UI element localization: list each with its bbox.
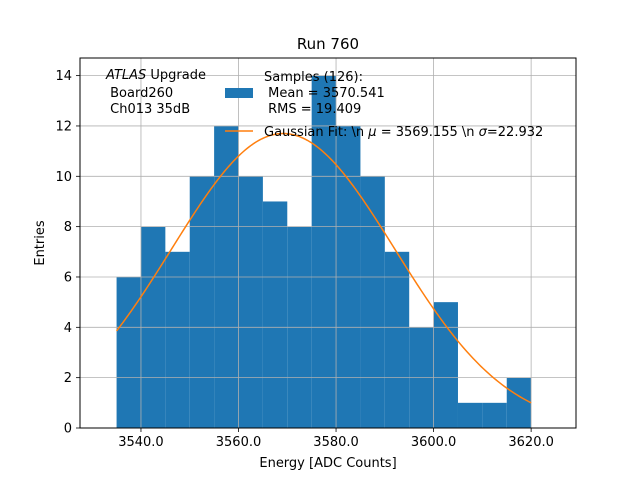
y-tick-label: 14 [55,69,72,84]
y-tick-label: 6 [64,270,72,285]
histogram-bar [165,251,190,428]
x-tick-label: 3560.0 [216,435,262,450]
y-tick-label: 0 [64,422,72,437]
histogram-bar [506,377,532,428]
atlas-label-line3: Ch013 35dB [106,102,190,117]
x-tick-label: 3580.0 [313,435,359,450]
x-tick-label: 3600.0 [411,435,457,450]
gaussian-fit-curve [115,132,532,404]
legend-fit-label: Gaussian Fit: \n μ = 3569.155 \n σ=22.93… [264,125,543,140]
legend: Samples (126): Mean = 3570.541 RMS = 19.… [225,70,543,140]
histogram-bar [457,402,483,428]
y-tick-label: 8 [64,220,72,235]
y-tick-label: 12 [55,119,72,134]
histogram-bar [116,276,141,428]
atlas-upgrade: Upgrade [146,68,206,83]
atlas-label-line2: Board260 [106,86,173,101]
chart-title: Run 760 [297,35,359,53]
x-tick-label: 3620.0 [508,435,554,450]
x-axis-label: Energy [ADC Counts] [259,456,396,471]
y-tick-label: 2 [64,371,72,386]
legend-fit-middle: = 3569.155 \n [377,125,479,140]
histogram-bar [238,176,263,428]
legend-histogram-line2: Mean = 3570.541 [264,86,385,101]
atlas-italic: ATLAS [105,68,146,83]
y-axis-ticks: 0 2 4 6 8 10 12 14 [55,69,80,437]
histogram-bars [80,58,576,429]
x-axis-ticks: 3540.0 3560.0 3580.0 3600.0 3620.0 [118,428,554,450]
y-axis-label: Entries [33,220,48,266]
plot-frame [79,57,577,429]
legend-fit-sigma: σ [479,125,488,140]
atlas-annotation: ATLAS Upgrade Board260 Ch013 35dB [105,68,206,117]
y-tick-label: 4 [64,321,72,336]
atlas-label-line1: ATLAS Upgrade [105,68,206,83]
y-tick-label: 10 [55,170,72,185]
legend-histogram-line3: RMS = 19.409 [264,102,361,117]
histogram-bar [433,302,458,428]
histogram-bar [360,176,385,428]
legend-histogram-swatch [225,88,253,98]
histogram-bar [189,176,215,428]
histogram-bar [384,251,410,428]
histogram-bar [262,201,288,428]
histogram-bar [311,75,337,428]
x-tick-label: 3540.0 [118,435,164,450]
legend-fit-mu: μ [367,125,376,140]
gaussian-fit [115,132,532,404]
histogram-bar [482,402,507,428]
legend-fit-prefix: Gaussian Fit: \n [264,125,368,140]
legend-histogram-line1: Samples (126): [264,70,363,85]
legend-fit-suffix: =22.932 [487,125,543,140]
